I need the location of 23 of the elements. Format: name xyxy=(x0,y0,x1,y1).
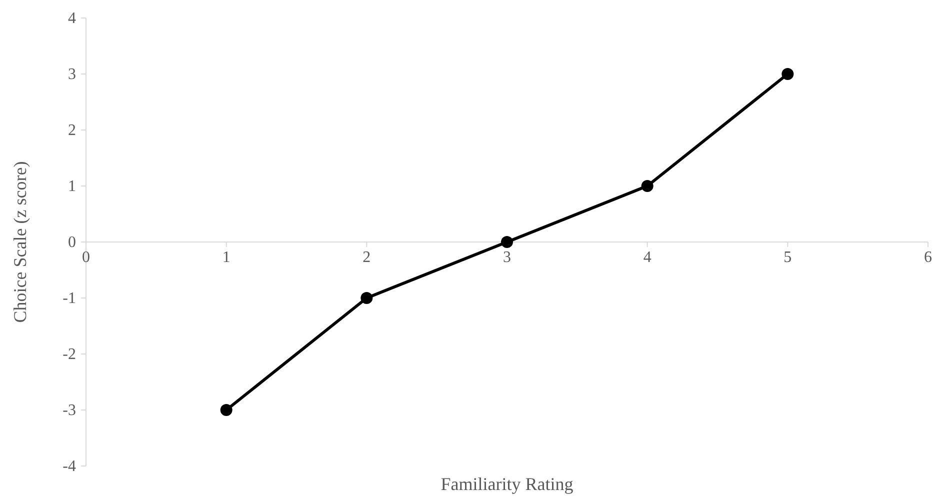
y-tick-label: 4 xyxy=(68,10,76,27)
y-tick-label: 2 xyxy=(68,122,76,139)
y-axis-title: Choice Scale (z score) xyxy=(10,161,30,323)
y-tick-label: -3 xyxy=(62,402,76,419)
point xyxy=(641,180,654,192)
x-tick-label: 2 xyxy=(362,249,371,266)
y-tick-label: 3 xyxy=(68,66,76,83)
x-tick-label: 5 xyxy=(784,249,792,266)
x-axis-title: Familiarity Rating xyxy=(440,474,574,494)
x-tick-label: 4 xyxy=(643,249,652,266)
x-tick-label: 6 xyxy=(924,249,932,266)
point xyxy=(501,236,513,248)
point xyxy=(782,68,794,80)
x-tick-label: 1 xyxy=(222,249,230,266)
y-tick-label: -2 xyxy=(62,346,76,363)
y-tick-label: -1 xyxy=(62,290,76,307)
y-tick-label: 1 xyxy=(68,178,76,195)
point xyxy=(360,292,373,304)
y-tick-label: -4 xyxy=(62,458,76,475)
y-tick-label: 0 xyxy=(68,234,76,251)
x-tick-label: 0 xyxy=(82,249,90,266)
x-tick-label: 3 xyxy=(503,249,511,266)
point xyxy=(220,404,232,416)
